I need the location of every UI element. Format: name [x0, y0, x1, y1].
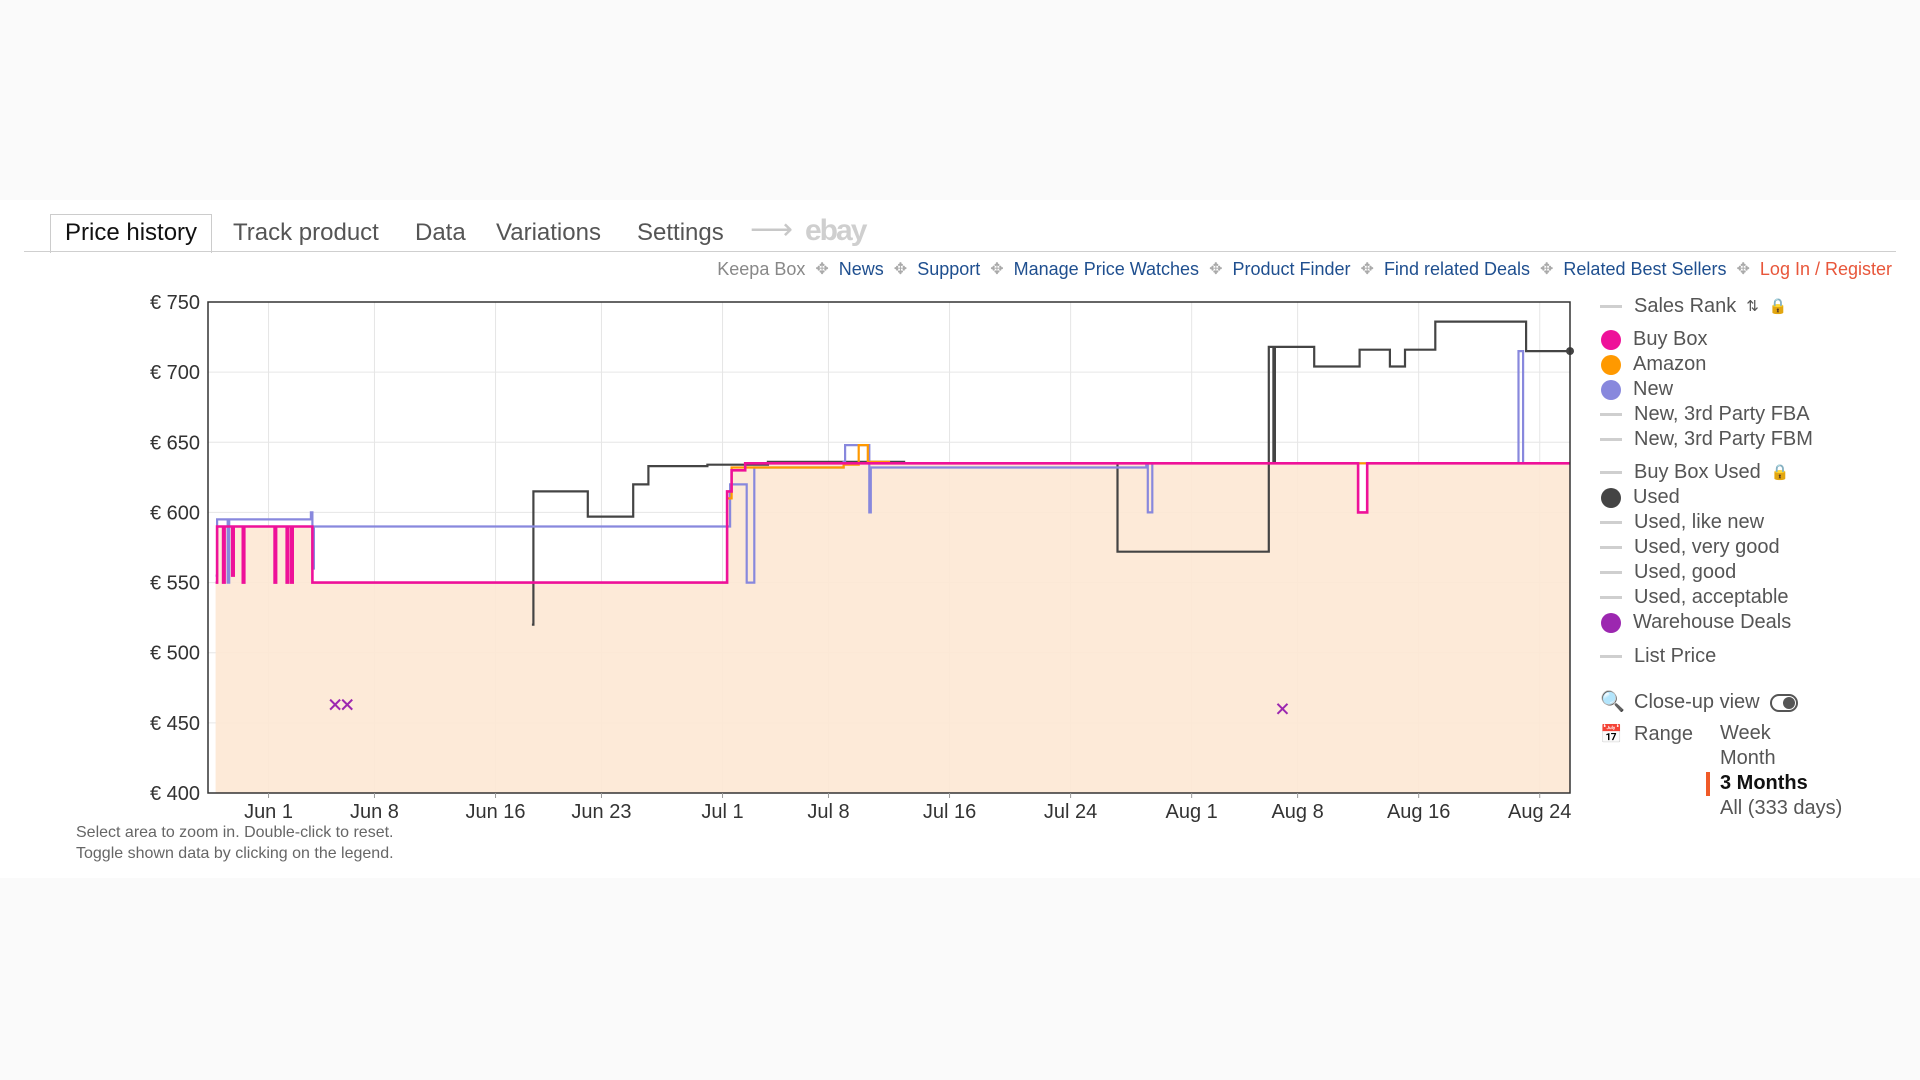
x-tick-label: Aug 16	[1387, 801, 1450, 823]
hint-toggle: Toggle shown data by clicking on the leg…	[76, 845, 394, 862]
x-tick-label: Jun 16	[466, 801, 526, 823]
x-tick-label: Jun 8	[350, 801, 399, 823]
y-axis: € 750 € 700 € 650 € 600 € 550 € 500 € 450 € 400	[150, 292, 200, 805]
legend-warehouse-deals[interactable]: Warehouse Deals	[1600, 610, 1791, 634]
x-tick-label: Aug 1	[1166, 801, 1218, 823]
plot-border	[207, 301, 1571, 794]
separator-icon: ✥	[1209, 261, 1223, 278]
sort-icon[interactable]: ⇅	[1746, 297, 1759, 315]
y-tick-label: € 700	[150, 362, 200, 384]
legend-sales-rank[interactable]: Sales Rank ⇅ 🔒	[1600, 294, 1788, 318]
legend-list-price[interactable]: List Price	[1600, 644, 1716, 668]
warehouse-deal-point	[341, 698, 353, 711]
legend-used-very-good[interactable]: Used, very good	[1600, 535, 1780, 559]
series-buy-box	[215, 462, 1570, 584]
legend-buy-box-used[interactable]: Buy Box Used 🔒	[1600, 460, 1789, 484]
x-tick-label: Aug 24	[1508, 801, 1571, 823]
x-axis: Jun 1 Jun 8 Jun 16 Jun 23 Jul 1 Jul 8 Jul 16 Ju…	[244, 793, 1571, 823]
support-link[interactable]: Support	[917, 258, 981, 279]
ebay-logo[interactable]: ebay	[805, 214, 867, 247]
lock-icon: 🔒	[1768, 297, 1788, 315]
buy-box-area	[215, 463, 1571, 793]
y-tick-label: € 650	[150, 432, 200, 454]
toggle-icon[interactable]	[1769, 693, 1798, 712]
tab-track-product[interactable]: Track product	[233, 219, 379, 246]
separator-icon: ✥	[1540, 261, 1554, 278]
separator-icon: ✥	[1736, 261, 1750, 278]
warehouse-deal-point	[329, 698, 341, 711]
x-tick-label: Jul 1	[701, 801, 743, 823]
x-tick-label: Aug 8	[1271, 801, 1323, 823]
x-tick-label: Jun 23	[571, 801, 631, 823]
links-row: Keepa Box ✥ News ✥ Support ✥ Manage Pric…	[717, 256, 1892, 282]
series-used	[531, 320, 1570, 626]
legend-used[interactable]: Used	[1600, 485, 1680, 509]
range-3-months[interactable]: 3 Months	[1720, 772, 1808, 794]
manage-price-watches-link[interactable]: Manage Price Watches	[1013, 258, 1200, 279]
search-icon: 🔍	[1600, 691, 1625, 713]
range-week[interactable]: Week	[1720, 722, 1771, 744]
keepa-box-link[interactable]: Keepa Box	[717, 258, 806, 279]
legend-used-acceptable[interactable]: Used, acceptable	[1600, 585, 1789, 609]
tab-divider	[24, 251, 1896, 252]
product-finder-link[interactable]: Product Finder	[1232, 258, 1351, 279]
separator-icon: ✥	[990, 261, 1004, 278]
chart-hints: Select area to zoom in. Double-click to …	[76, 822, 394, 864]
chart-series	[215, 320, 1574, 715]
related-best-sellers-link[interactable]: Related Best Sellers	[1563, 258, 1727, 279]
y-tick-label: € 500	[150, 643, 200, 665]
arrow-right-icon: ⟶	[750, 213, 794, 246]
tab-settings[interactable]: Settings	[637, 219, 724, 246]
range-label: 📅 Range	[1600, 723, 1693, 745]
tab-data[interactable]: Data	[415, 219, 466, 246]
legend-used-good[interactable]: Used, good	[1600, 560, 1736, 584]
separator-icon: ✥	[893, 261, 908, 278]
buy-box-fill-area	[215, 463, 1571, 793]
series-amazon	[727, 444, 1570, 500]
find-related-deals-link[interactable]: Find related Deals	[1383, 258, 1531, 279]
legend-new-fba[interactable]: New, 3rd Party FBA	[1600, 402, 1810, 426]
x-tick-label: Jul 16	[923, 801, 976, 823]
tab-variations[interactable]: Variations	[496, 219, 601, 246]
close-up-view-toggle[interactable]: 🔍 Close-up view	[1600, 690, 1798, 714]
x-tick-label: Jul 8	[807, 801, 849, 823]
legend-used-like-new[interactable]: Used, like new	[1600, 510, 1764, 534]
y-tick-label: € 450	[150, 713, 200, 735]
news-link[interactable]: News	[838, 258, 884, 279]
legend-buy-box[interactable]: Buy Box	[1600, 327, 1707, 351]
separator-icon: ✥	[1360, 261, 1374, 278]
legend-new-fbm[interactable]: New, 3rd Party FBM	[1600, 427, 1813, 451]
separator-icon: ✥	[815, 261, 829, 278]
y-tick-label: € 400	[150, 783, 200, 805]
lock-icon: 🔒	[1770, 463, 1790, 481]
login-register-link[interactable]: Log In / Register	[1759, 258, 1892, 279]
x-tick-label: Jul 24	[1044, 801, 1097, 823]
tab-bar: Price history Track product Data Variati…	[0, 200, 1920, 253]
calendar-icon: 📅	[1600, 724, 1623, 744]
y-tick-label: € 550	[150, 573, 200, 595]
legend-new[interactable]: New	[1600, 377, 1673, 401]
y-tick-label: € 600	[150, 502, 200, 524]
range-all[interactable]: All (333 days)	[1720, 797, 1843, 819]
y-tick-label: € 750	[150, 292, 200, 314]
hint-zoom: Select area to zoom in. Double-click to …	[76, 824, 394, 841]
x-tick-label: Jun 1	[244, 801, 293, 823]
tab-price-history[interactable]: Price history	[50, 214, 213, 253]
range-selected-indicator	[1706, 772, 1710, 796]
warehouse-deal-point	[1276, 703, 1289, 715]
legend-amazon[interactable]: Amazon	[1600, 352, 1706, 376]
range-month[interactable]: Month	[1720, 747, 1776, 769]
